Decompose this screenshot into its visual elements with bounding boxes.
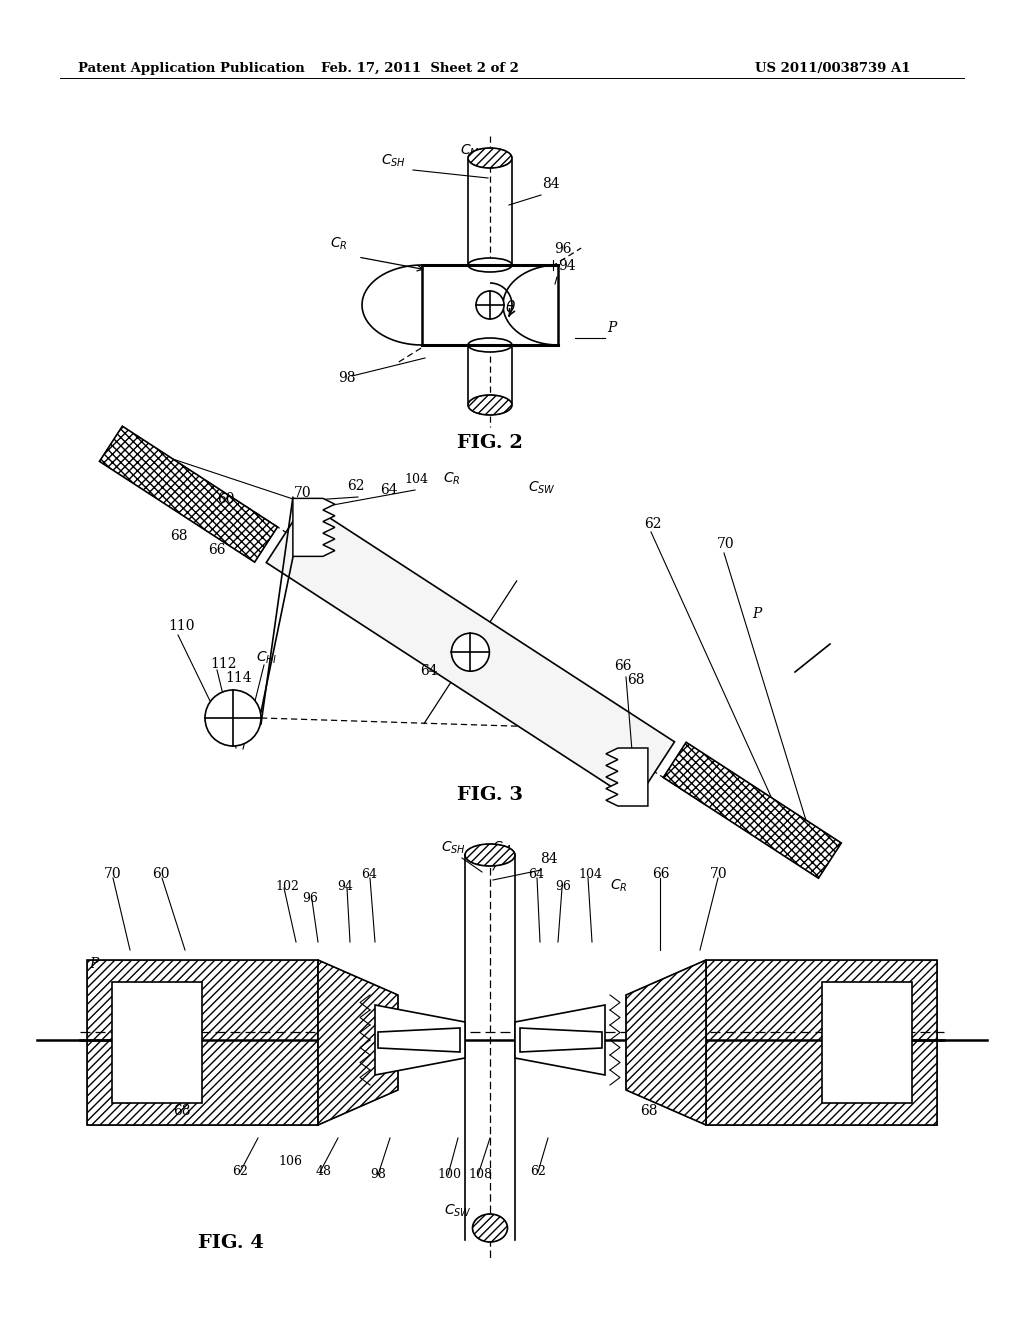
Polygon shape xyxy=(515,1005,605,1074)
Text: 104: 104 xyxy=(404,473,428,486)
Text: 64: 64 xyxy=(420,664,437,678)
Text: 64: 64 xyxy=(361,869,377,880)
Text: 68: 68 xyxy=(627,673,644,686)
Polygon shape xyxy=(87,960,318,1125)
Polygon shape xyxy=(375,1005,465,1074)
Text: 112: 112 xyxy=(210,657,237,671)
Ellipse shape xyxy=(468,257,512,272)
Text: $C_{SH}$: $C_{SH}$ xyxy=(381,153,406,169)
Text: US 2011/0038739 A1: US 2011/0038739 A1 xyxy=(755,62,910,75)
Ellipse shape xyxy=(468,148,512,168)
Text: 102: 102 xyxy=(275,880,299,894)
Text: $C_{M}$: $C_{M}$ xyxy=(460,143,480,160)
Text: 100: 100 xyxy=(437,1168,461,1181)
Text: $C_{HI}$: $C_{HI}$ xyxy=(256,649,278,667)
Text: 60: 60 xyxy=(152,867,170,880)
Text: 62: 62 xyxy=(644,517,662,531)
Text: 48: 48 xyxy=(316,1166,332,1177)
Text: 94: 94 xyxy=(558,259,575,273)
Polygon shape xyxy=(266,502,675,803)
Text: P: P xyxy=(752,607,762,620)
Text: 96: 96 xyxy=(302,892,317,906)
Text: $C_{R}$: $C_{R}$ xyxy=(330,236,347,252)
Polygon shape xyxy=(99,426,278,562)
Text: P: P xyxy=(607,321,616,335)
Text: 66: 66 xyxy=(208,543,225,557)
Ellipse shape xyxy=(468,338,512,352)
Text: P: P xyxy=(89,957,98,972)
Polygon shape xyxy=(626,960,706,1125)
Polygon shape xyxy=(706,960,937,1125)
Text: 64: 64 xyxy=(528,869,544,880)
Text: 110: 110 xyxy=(168,619,195,634)
Text: FIG. 4: FIG. 4 xyxy=(198,1234,264,1251)
Polygon shape xyxy=(520,1028,602,1052)
Text: 98: 98 xyxy=(370,1168,386,1181)
Polygon shape xyxy=(422,265,558,345)
Text: 98: 98 xyxy=(338,371,355,385)
Text: $C_{M}$: $C_{M}$ xyxy=(492,840,512,857)
Text: 108: 108 xyxy=(468,1168,492,1181)
Text: 84: 84 xyxy=(542,177,560,191)
Text: 70: 70 xyxy=(104,867,122,880)
Text: 114: 114 xyxy=(225,671,252,685)
Text: FIG. 2: FIG. 2 xyxy=(457,434,523,451)
Text: 68: 68 xyxy=(170,529,187,543)
Polygon shape xyxy=(822,982,912,1104)
Polygon shape xyxy=(318,960,398,1125)
Ellipse shape xyxy=(205,690,261,746)
Text: 70: 70 xyxy=(710,867,728,880)
Ellipse shape xyxy=(476,290,504,319)
Text: 104: 104 xyxy=(578,869,602,880)
Text: 96: 96 xyxy=(555,880,570,894)
Polygon shape xyxy=(112,982,202,1104)
Text: 60: 60 xyxy=(217,492,234,506)
Ellipse shape xyxy=(468,395,512,414)
Text: $C_{R}$: $C_{R}$ xyxy=(443,471,461,487)
Text: 68: 68 xyxy=(173,1104,190,1118)
Text: 70: 70 xyxy=(717,537,734,550)
Text: 94: 94 xyxy=(337,880,353,894)
Text: 68: 68 xyxy=(640,1104,657,1118)
Text: $C_{SH}$: $C_{SH}$ xyxy=(441,840,466,857)
Text: Feb. 17, 2011  Sheet 2 of 2: Feb. 17, 2011 Sheet 2 of 2 xyxy=(322,62,519,75)
Text: 62: 62 xyxy=(232,1166,248,1177)
Polygon shape xyxy=(664,742,842,878)
Text: 106: 106 xyxy=(278,1155,302,1168)
Polygon shape xyxy=(606,748,648,807)
Ellipse shape xyxy=(452,634,489,671)
Polygon shape xyxy=(293,499,335,556)
Ellipse shape xyxy=(472,1214,508,1242)
Text: Patent Application Publication: Patent Application Publication xyxy=(78,62,305,75)
Text: $C_{SW}$: $C_{SW}$ xyxy=(528,480,556,496)
Text: $C_{R}$: $C_{R}$ xyxy=(610,878,628,895)
Text: FIG. 3: FIG. 3 xyxy=(457,785,523,804)
Polygon shape xyxy=(378,1028,460,1052)
Text: 70: 70 xyxy=(294,486,311,500)
Text: 62: 62 xyxy=(347,479,365,492)
Text: 62: 62 xyxy=(530,1166,546,1177)
Text: 84: 84 xyxy=(540,851,558,866)
Text: 66: 66 xyxy=(652,867,670,880)
Text: 64: 64 xyxy=(380,483,397,498)
Text: $\theta$: $\theta$ xyxy=(505,300,516,315)
Ellipse shape xyxy=(465,843,515,866)
Text: 96: 96 xyxy=(554,242,571,256)
Text: 66: 66 xyxy=(614,659,632,673)
Text: $C_{SW}$: $C_{SW}$ xyxy=(444,1203,472,1220)
